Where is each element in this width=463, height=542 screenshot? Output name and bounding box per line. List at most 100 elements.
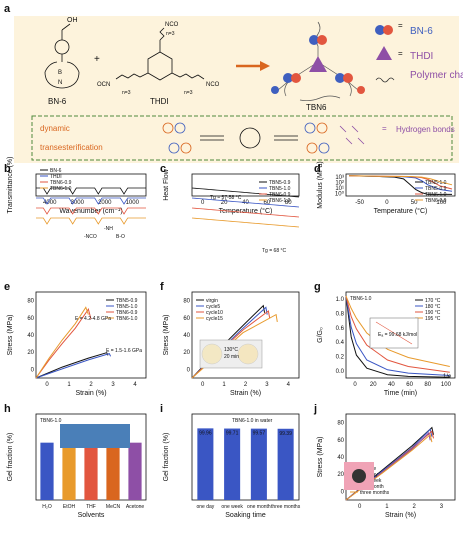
series-TBN6-1.0 xyxy=(191,217,300,228)
legend-equals-1: = xyxy=(398,21,403,30)
series-TBN5-1.0 xyxy=(35,352,112,379)
panel-i: i Soaking time Gel fraction (%) one day 99.9… xyxy=(160,403,301,519)
panel-g-title: TBN6-1.0 xyxy=(350,296,372,302)
panel-j-xtick: 1 xyxy=(385,504,389,510)
series-TBN6-0.9 xyxy=(35,308,92,379)
transesterification-scheme xyxy=(162,122,365,154)
panel-f-xtick: 0 xyxy=(201,382,205,388)
activation-energy: Eₐ = 99.68 kJ/mol xyxy=(378,332,417,338)
heal-time: 20 min xyxy=(224,354,239,360)
bar-one week xyxy=(224,428,241,500)
panel-h: h Solvents Gel fraction (%) TBN6-1.0 H₂O EtOH… xyxy=(4,403,147,519)
series-TBN6-1.0 xyxy=(35,306,89,379)
bo-annotation: B-O xyxy=(116,234,125,240)
bar-label-one month: one month xyxy=(247,504,271,510)
legend-BN-6: BN-6 xyxy=(50,168,62,174)
panel-b-label: b xyxy=(4,163,11,175)
bar-value-one month: 99.57 xyxy=(253,431,266,437)
series-TBN6-0.9 xyxy=(191,207,300,218)
panel-j-ytick: 0 xyxy=(341,489,345,495)
panel-c-frame xyxy=(191,173,300,197)
legend-TBN5-0.9: TBN5-0.9 xyxy=(116,298,138,304)
modulus-high: E = 4.2-4.8 GPa xyxy=(75,316,111,322)
panel-f-ytick: 80 xyxy=(183,299,190,305)
panel-f-ytick: 20 xyxy=(183,350,190,356)
panel-f-xtick: 4 xyxy=(287,382,291,388)
series-TBN5-0.9 xyxy=(35,352,109,379)
panel-c-xtick: 40 xyxy=(242,200,249,206)
legend-TBN5-0.9: TBN5-0.9 xyxy=(425,186,447,192)
panel-h-xlabel: Solvents xyxy=(78,512,105,519)
panel-c: c Temperature (°C) Heat Flow 0 20 40 60 80 TBN5-… xyxy=(160,163,300,228)
panel-d-ytick: 10³ xyxy=(335,175,344,181)
nh-annotation: -NH xyxy=(104,226,113,232)
sample-before-image xyxy=(201,343,223,365)
legend-polymer: Polymer chains xyxy=(410,70,463,81)
panel-g-xtick: 100 xyxy=(441,382,452,388)
series-TBN6-0.9 xyxy=(36,207,146,215)
legend-bn6: BN-6 xyxy=(410,26,433,37)
panel-d-xtick: -50 xyxy=(355,200,364,206)
tbn6-thdi-core xyxy=(309,56,327,72)
bar-label-one week: one week xyxy=(221,504,243,510)
bar-label-THF: THF xyxy=(86,504,96,510)
panel-b-frame xyxy=(35,173,147,197)
series-170 °C xyxy=(345,296,450,378)
panel-j-ytick: 80 xyxy=(337,421,344,427)
bar-THF xyxy=(84,442,98,500)
panel-g-ytick: 0.2 xyxy=(336,355,345,361)
panel-g-xtick: 0 xyxy=(353,382,357,388)
thdi-n-right: n=3 xyxy=(184,90,193,96)
bar-value-one week: 99.71 xyxy=(226,431,239,437)
legend-TBN6-0.9: TBN6-0.9 xyxy=(269,192,291,198)
bar-label-one day: one day xyxy=(196,504,214,510)
panel-g-ytick: 0.4 xyxy=(336,340,345,346)
bar-label-Acetone: Acetone xyxy=(126,504,145,510)
panel-d: d Temperature (°C) Modulus (MPa) -50 0 50 100 1… xyxy=(314,161,456,215)
panel-d-frame xyxy=(345,173,456,197)
oh-label: OH xyxy=(67,17,78,24)
legend-180 °C: 180 °C xyxy=(425,304,441,310)
panel-c-xtick: 60 xyxy=(264,200,271,206)
panel-g-annotations: Eₐ = 99.68 kJ/mol 1/e xyxy=(369,317,452,380)
panel-h-photo xyxy=(60,424,130,448)
panel-g-xlabel: Time (min) xyxy=(384,390,417,397)
panel-b-annotations: -NCO -NH B-O xyxy=(84,226,125,240)
dynamic-label: dynamic xyxy=(40,124,70,133)
panel-d-xlabel: Temperature (°C) xyxy=(374,207,428,215)
tg-annotation-1: Tg = 57-58 °C xyxy=(210,195,242,201)
panel-a-background xyxy=(14,16,459,163)
legend-TBN5-1.0: TBN5-1.0 xyxy=(425,180,447,186)
panel-b: b Wavenumber (cm⁻¹) Transmittance (%) 4000 3… xyxy=(4,157,147,225)
panel-f-inset: 130°C 20 min xyxy=(199,339,263,369)
panel-j-ytick: 20 xyxy=(337,472,344,478)
panel-h-title: TBN6-1.0 xyxy=(40,418,62,424)
panel-f-ytick: 60 xyxy=(183,316,190,322)
legend-170 °C: 170 °C xyxy=(425,298,441,304)
thdi-n-top: n=3 xyxy=(166,31,175,37)
tg-annotation-2: Tg = 68 °C xyxy=(262,248,286,254)
legend-TBN5-1.0: TBN5-1.0 xyxy=(116,304,138,310)
panel-b-xtick: 3000 xyxy=(71,200,85,206)
panel-f-xlabel: Strain (%) xyxy=(230,390,261,397)
legend-190 °C: 190 °C xyxy=(425,310,441,316)
legend-THDI: THDI xyxy=(50,174,62,180)
panel-g-ylabel: G/G₀ xyxy=(317,327,324,343)
panel-g-xtick: 20 xyxy=(370,382,377,388)
thdi-nco-right: NCO xyxy=(206,82,220,88)
legend-TBN6-1.0: TBN6-1.0 xyxy=(269,198,291,204)
panel-e-ytick: 40 xyxy=(27,333,34,339)
series-TBN5-0.9 xyxy=(191,187,300,198)
bar-EtOH xyxy=(62,442,76,500)
panel-c-annotations: Tg = 57-58 °C Tg = 68 °C xyxy=(210,195,286,254)
series-180 °C xyxy=(345,296,450,376)
panel-e-ytick: 20 xyxy=(27,350,34,356)
panel-j-label: j xyxy=(313,403,317,415)
panel-g-ytick: 0.6 xyxy=(336,326,345,332)
panel-d-ytick: 10¹ xyxy=(335,186,344,192)
panel-b-xtick: 4000 xyxy=(43,200,57,206)
series-TBN6-1.0 xyxy=(36,217,146,225)
panel-d-xtick: 50 xyxy=(411,200,418,206)
